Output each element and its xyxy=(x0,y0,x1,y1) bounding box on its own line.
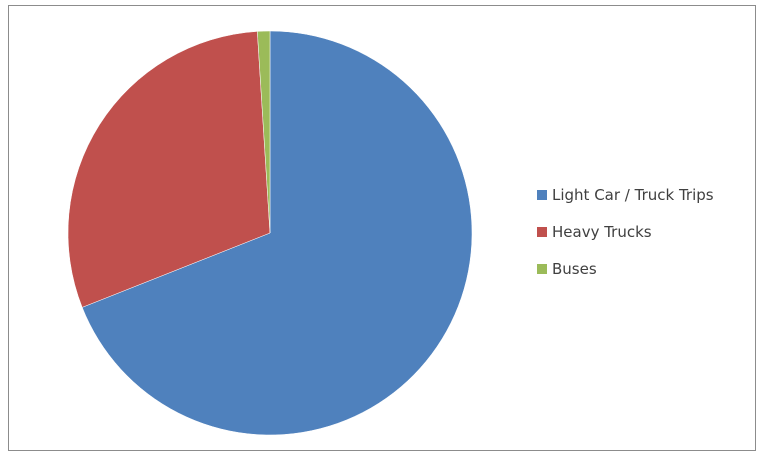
legend-item-heavy-trucks: Heavy Trucks xyxy=(537,221,714,243)
legend: Light Car / Truck Trips Heavy Trucks Bus… xyxy=(537,184,714,295)
legend-label-buses: Buses xyxy=(552,260,597,278)
legend-item-buses: Buses xyxy=(537,258,714,280)
legend-item-light-car-truck-trips: Light Car / Truck Trips xyxy=(537,184,714,206)
pie-slice-buses xyxy=(257,30,271,234)
pie-slices xyxy=(67,30,473,436)
legend-label-heavy-trucks: Heavy Trucks xyxy=(552,223,652,241)
legend-label-light-car-truck-trips: Light Car / Truck Trips xyxy=(552,186,714,204)
legend-swatch-light-car-truck-trips xyxy=(537,190,547,200)
legend-swatch-buses xyxy=(537,264,547,274)
legend-swatch-heavy-trucks xyxy=(537,227,547,237)
pie-slice-light-car-truck-trips xyxy=(81,30,473,436)
pie-slice-heavy-trucks xyxy=(67,31,271,308)
